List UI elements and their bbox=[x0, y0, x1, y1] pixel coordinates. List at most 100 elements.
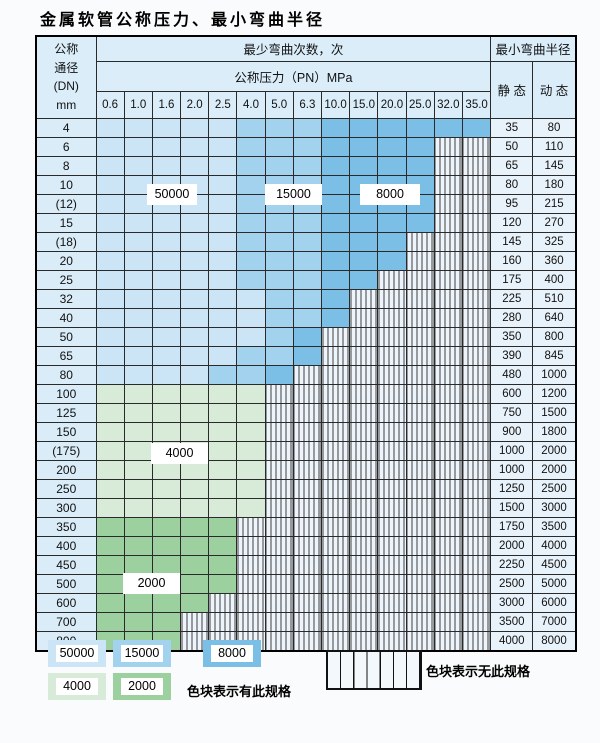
spec-available-cell bbox=[208, 554, 238, 575]
spec-unavailable-cell bbox=[236, 573, 266, 594]
spec-available-cell bbox=[180, 307, 210, 328]
spec-unavailable-cell bbox=[264, 459, 294, 480]
spec-unavailable-cell bbox=[264, 573, 294, 594]
spec-available-cell bbox=[151, 155, 182, 176]
spec-available-cell bbox=[95, 554, 125, 575]
spec-unavailable-cell bbox=[349, 611, 379, 632]
spec-available-cell bbox=[236, 345, 266, 366]
dn-value: 50 bbox=[35, 326, 97, 347]
spec-unavailable-cell bbox=[433, 402, 463, 423]
spec-available-cell bbox=[377, 136, 407, 157]
spec-available-cell bbox=[377, 117, 407, 138]
spec-available-cell bbox=[123, 383, 153, 404]
spec-unavailable-cell bbox=[377, 497, 407, 518]
page-title: 金属软管公称压力、最小弯曲半径 bbox=[40, 10, 326, 29]
spec-available-cell bbox=[320, 288, 351, 309]
spec-available-cell bbox=[292, 269, 323, 290]
spec-unavailable-cell bbox=[292, 364, 323, 385]
spec-unavailable-cell bbox=[292, 497, 323, 518]
dynamic-radius-value: 145 bbox=[532, 155, 577, 176]
static-radius-value: 160 bbox=[490, 250, 534, 271]
spec-unavailable-cell bbox=[433, 364, 463, 385]
spec-available-cell bbox=[236, 250, 266, 271]
spec-available-cell bbox=[180, 573, 210, 594]
spec-available-cell bbox=[236, 193, 266, 214]
spec-unavailable-cell bbox=[320, 630, 351, 651]
spec-unavailable-cell bbox=[264, 440, 294, 461]
spec-unavailable-cell bbox=[377, 307, 407, 328]
spec-available-cell bbox=[95, 155, 125, 176]
spec-available-cell bbox=[151, 269, 182, 290]
spec-available-cell bbox=[123, 478, 153, 499]
spec-unavailable-cell bbox=[377, 288, 407, 309]
spec-unavailable-cell bbox=[320, 421, 351, 442]
spec-unavailable-cell bbox=[349, 345, 379, 366]
spec-available-cell bbox=[208, 288, 238, 309]
spec-available-cell bbox=[320, 136, 351, 157]
static-radius-value: 900 bbox=[490, 421, 534, 442]
dynamic-radius-value: 510 bbox=[532, 288, 577, 309]
spec-available-cell bbox=[208, 193, 238, 214]
spec-unavailable-cell bbox=[236, 554, 266, 575]
dynamic-radius-value: 640 bbox=[532, 307, 577, 328]
spec-row: 200 1000 2000 bbox=[35, 459, 577, 480]
spec-available-cell bbox=[151, 611, 182, 632]
spec-unavailable-cell bbox=[292, 535, 323, 556]
spec-row: 150 900 1800 bbox=[35, 421, 577, 442]
spec-unavailable-cell bbox=[208, 592, 238, 613]
spec-unavailable-cell bbox=[433, 497, 463, 518]
spec-unavailable-cell bbox=[292, 440, 323, 461]
spec-unavailable-cell bbox=[320, 459, 351, 480]
spec-available-cell bbox=[236, 174, 266, 195]
spec-unavailable-cell bbox=[461, 212, 492, 233]
spec-unavailable-cell bbox=[405, 497, 435, 518]
spec-unavailable-cell bbox=[405, 383, 435, 404]
spec-unavailable-cell bbox=[377, 478, 407, 499]
pressure-column-header: 5.0 bbox=[264, 90, 294, 119]
spec-available-cell bbox=[123, 592, 153, 613]
spec-unavailable-cell bbox=[236, 516, 266, 537]
static-radius-value: 4000 bbox=[490, 630, 534, 651]
legend-no-spec-text: 色块表示无此规格 bbox=[426, 664, 531, 679]
spec-unavailable-cell bbox=[377, 440, 407, 461]
spec-available-cell bbox=[264, 117, 294, 138]
spec-available-cell bbox=[123, 212, 153, 233]
spec-unavailable-cell bbox=[320, 535, 351, 556]
spec-available-cell bbox=[180, 478, 210, 499]
spec-available-cell bbox=[377, 231, 407, 252]
spec-unavailable-cell bbox=[433, 326, 463, 347]
spec-unavailable-cell bbox=[320, 573, 351, 594]
static-radius-value: 1500 bbox=[490, 497, 534, 518]
spec-available-cell bbox=[95, 231, 125, 252]
spec-unavailable-cell bbox=[292, 421, 323, 442]
spec-available-cell bbox=[123, 117, 153, 138]
spec-available-cell bbox=[95, 535, 125, 556]
spec-available-cell bbox=[320, 174, 351, 195]
spec-available-cell bbox=[349, 136, 379, 157]
spec-available-cell bbox=[208, 269, 238, 290]
legend-swatch-label: 4000 bbox=[56, 678, 98, 695]
spec-row: 600 3000 6000 bbox=[35, 592, 577, 613]
spec-available-cell bbox=[405, 155, 435, 176]
static-radius-value: 50 bbox=[490, 136, 534, 157]
static-radius-value: 750 bbox=[490, 402, 534, 423]
spec-unavailable-cell bbox=[405, 231, 435, 252]
spec-unavailable-cell bbox=[433, 193, 463, 214]
dn-column-header-line: mm bbox=[56, 97, 77, 112]
static-radius-value: 145 bbox=[490, 231, 534, 252]
spec-unavailable-cell bbox=[433, 345, 463, 366]
spec-unavailable-cell bbox=[377, 592, 407, 613]
pressure-spec-table: 公称 通径 (DN) mm 最少弯曲次数，次 最小弯曲半径 公称压力（PN）MPa 静… bbox=[35, 35, 577, 652]
spec-unavailable-cell bbox=[377, 630, 407, 651]
spec-unavailable-cell bbox=[320, 554, 351, 575]
spec-available-cell bbox=[292, 288, 323, 309]
spec-available-cell bbox=[320, 250, 351, 271]
spec-available-cell bbox=[264, 307, 294, 328]
spec-available-cell bbox=[377, 155, 407, 176]
spec-available-cell bbox=[123, 231, 153, 252]
spec-available-cell bbox=[123, 459, 153, 480]
spec-unavailable-cell bbox=[377, 421, 407, 442]
spec-unavailable-cell bbox=[433, 136, 463, 157]
spec-available-cell bbox=[292, 117, 323, 138]
spec-available-cell bbox=[151, 307, 182, 328]
